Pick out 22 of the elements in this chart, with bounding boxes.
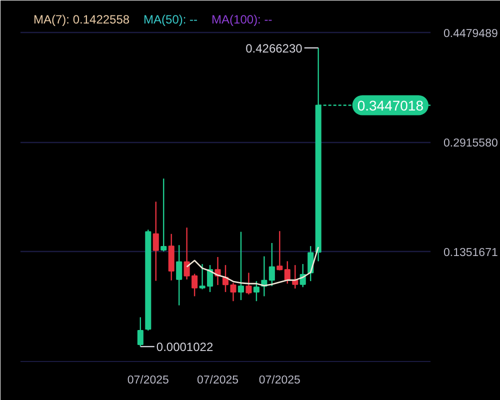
y-tick-label: 0.1351671 (444, 246, 498, 259)
candlestick (176, 244, 182, 306)
candlestick (230, 282, 236, 302)
candlestick (152, 201, 159, 282)
candlestick (137, 316, 144, 348)
annotation: 0.4266230 (246, 41, 303, 56)
candlestick (246, 272, 252, 296)
annotation: 0.0001022 (156, 340, 214, 354)
y-tick-label: 0.2915580 (444, 137, 498, 150)
x-tick-label: 07/2025 (127, 374, 169, 386)
candlestick (253, 280, 260, 302)
annotation: MA(7): 0.1422558 (34, 12, 130, 26)
x-tick-label: 07/2025 (258, 374, 300, 386)
candlestick (284, 260, 290, 284)
x-tick-label: 07/2025 (196, 374, 239, 386)
candlestick (276, 230, 283, 271)
candlestick (160, 178, 167, 252)
annotation: MA(100): -- (212, 12, 272, 26)
y-tick-label: 0.4479489 (444, 28, 498, 40)
annotation: MA(50): -- (144, 12, 198, 26)
candlestick (238, 231, 244, 301)
candlestick (268, 242, 275, 287)
